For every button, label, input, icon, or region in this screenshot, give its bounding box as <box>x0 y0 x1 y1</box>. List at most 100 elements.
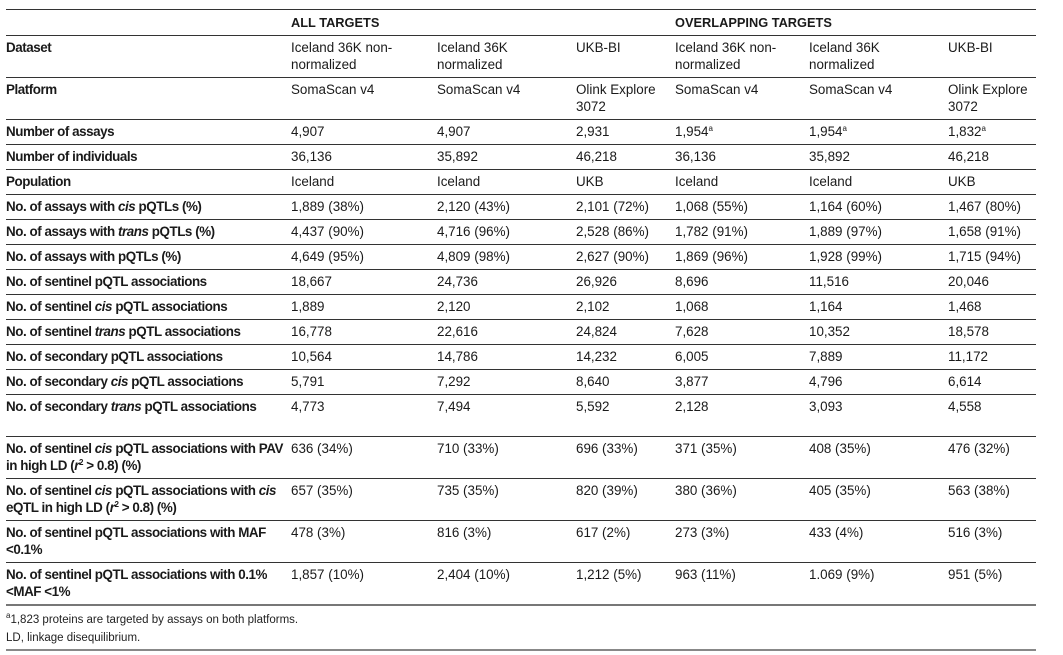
cell-value: 4,716 (96%) <box>437 219 576 245</box>
cell-value: 2,627 (90%) <box>576 244 675 270</box>
table-row: No. of secondary pQTL associations 10,564… <box>6 344 1037 370</box>
cell-value: 46,218 <box>576 144 675 170</box>
row-label: No. of secondary trans pQTL associations <box>6 394 291 437</box>
row-label-part: No. of secondary pQTL associations <box>6 349 223 364</box>
cell-value: 371 (35%) <box>675 436 809 479</box>
row-label-part: cis <box>94 483 113 498</box>
row-label: No. of sentinel pQTL associations with M… <box>6 520 291 563</box>
row-label-part: 2 <box>114 500 119 509</box>
cell-value: SomaScan v4 <box>675 77 809 120</box>
cell-value: 816 (3%) <box>437 520 576 563</box>
cell-value: Iceland <box>675 169 809 195</box>
cell-value: 1,782 (91%) <box>675 219 809 245</box>
cell-value: 7,889 <box>809 344 948 370</box>
cell-value: 380 (36%) <box>675 478 809 521</box>
group-overlapping-targets: OVERLAPPING TARGETS <box>675 9 1037 36</box>
cell-value: 710 (33%) <box>437 436 576 479</box>
cell-value: 46,218 <box>948 144 1037 170</box>
cell-value: 1,954a <box>675 119 809 145</box>
pqtl-summary-table: ALL TARGETS OVERLAPPING TARGETS Dataset I… <box>6 9 1037 606</box>
row-label-part: pQTLs (%) <box>148 224 215 239</box>
table-row: No. of sentinel cis pQTL associations wi… <box>6 478 1037 521</box>
row-label: Number of assays <box>6 119 291 145</box>
cell-value: 433 (4%) <box>809 520 948 563</box>
cell-value: 10,564 <box>291 344 437 370</box>
cell-value: 476 (32%) <box>948 436 1037 479</box>
cell-value: SomaScan v4 <box>291 77 437 120</box>
cell-value: 14,786 <box>437 344 576 370</box>
cell-value: UKB <box>576 169 675 195</box>
cell-value: 3,877 <box>675 369 809 395</box>
footnote-marker: a <box>981 124 986 133</box>
cell-value: SomaScan v4 <box>809 77 948 120</box>
row-label-part: 2 <box>79 458 83 467</box>
table-row: No. of sentinel trans pQTL associations 1… <box>6 319 1037 345</box>
table-row: No. of sentinel cis pQTL associations wi… <box>6 436 1037 479</box>
row-label-part: No. of sentinel <box>6 441 95 456</box>
table-row: No. of secondary trans pQTL associations… <box>6 394 1037 437</box>
cell-value: 2,120 (43%) <box>437 194 576 220</box>
cell-value: 4,907 <box>437 119 576 145</box>
table-row: Population Iceland Iceland UKB Iceland Icelan… <box>6 169 1037 195</box>
row-label-part: No. of assays with pQTLs (%) <box>6 249 181 264</box>
table-row: Number of assays 4,907 4,907 2,931 1,954a 1,9… <box>6 119 1037 145</box>
row-label-part: No. of assays with <box>6 224 118 239</box>
cell-value: 820 (39%) <box>576 478 675 521</box>
cell-value: Iceland 36K non-normalized <box>675 35 809 78</box>
row-label-part: r <box>109 500 115 515</box>
row-label-part: No. of sentinel <box>6 299 95 314</box>
row-label: Number of individuals <box>6 144 291 170</box>
cell-value: Iceland 36K non-normalized <box>291 35 437 78</box>
row-label-part: No. of sentinel <box>6 483 95 498</box>
table-row: No. of assays with pQTLs (%) 4,649 (95%) 4… <box>6 244 1037 270</box>
row-label-part: cis <box>258 483 277 498</box>
row-label-part: No. of secondary <box>6 399 111 414</box>
row-label: No. of secondary cis pQTL associations <box>6 369 291 395</box>
footnote-ld: LD, linkage disequilibrium. <box>6 632 141 644</box>
footnote-marker: a <box>842 124 847 133</box>
cell-value: 4,773 <box>291 394 437 437</box>
footnote-marker: a <box>708 124 713 133</box>
cell-value-text: 1,954 <box>675 124 709 139</box>
table-row: No. of sentinel pQTL associations with M… <box>6 520 1037 563</box>
cell-value: 36,136 <box>675 144 809 170</box>
cell-value: 4,809 (98%) <box>437 244 576 270</box>
cell-value: 1,832a <box>948 119 1037 145</box>
row-label-part: No. of sentinel pQTL associations with M… <box>6 525 266 557</box>
row-label-part: No. of secondary <box>6 374 111 389</box>
cell-value: 11,516 <box>809 269 948 295</box>
row-label-part: trans <box>110 399 142 414</box>
cell-value: 2,128 <box>675 394 809 437</box>
table-row: No. of assays with cis pQTLs (%) 1,889 (3… <box>6 194 1037 220</box>
footnote-a-text: 1,823 proteins are targeted by assays on… <box>10 614 299 626</box>
table-row: No. of secondary cis pQTL associations 5,… <box>6 369 1037 395</box>
row-label-part: pQTL associations with PAV in high LD ( <box>6 441 283 473</box>
cell-value: 7,628 <box>675 319 809 345</box>
cell-value: 1,928 (99%) <box>809 244 948 270</box>
row-label: Population <box>6 169 291 195</box>
row-label-part: pQTL associations <box>127 374 244 389</box>
row-label: No. of sentinel pQTL associations <box>6 269 291 295</box>
row-label: No. of sentinel trans pQTL associations <box>6 319 291 345</box>
cell-value: 1,468 <box>948 294 1037 320</box>
cell-value: 516 (3%) <box>948 520 1037 563</box>
cell-value: 4,437 (90%) <box>291 219 437 245</box>
cell-value: 478 (3%) <box>291 520 437 563</box>
row-label-part: trans <box>94 324 126 339</box>
cell-value: 6,005 <box>675 344 809 370</box>
cell-value: 2,120 <box>437 294 576 320</box>
row-label-part: Dataset <box>6 40 52 55</box>
cell-value: 5,592 <box>576 394 675 437</box>
table-row: No. of sentinel cis pQTL associations 1,8… <box>6 294 1037 320</box>
row-label-part: > 0.8) (%) <box>83 458 141 473</box>
cell-value: 963 (11%) <box>675 562 809 606</box>
cell-value: SomaScan v4 <box>437 77 576 120</box>
cell-value: 1,889 (97%) <box>809 219 948 245</box>
cell-value: 14,232 <box>576 344 675 370</box>
cell-value: 10,352 <box>809 319 948 345</box>
row-label-part: cis <box>94 299 113 314</box>
cell-value: 8,640 <box>576 369 675 395</box>
row-label: Dataset <box>6 35 291 78</box>
row-label-part: Number of individuals <box>6 149 138 164</box>
cell-value: 617 (2%) <box>576 520 675 563</box>
